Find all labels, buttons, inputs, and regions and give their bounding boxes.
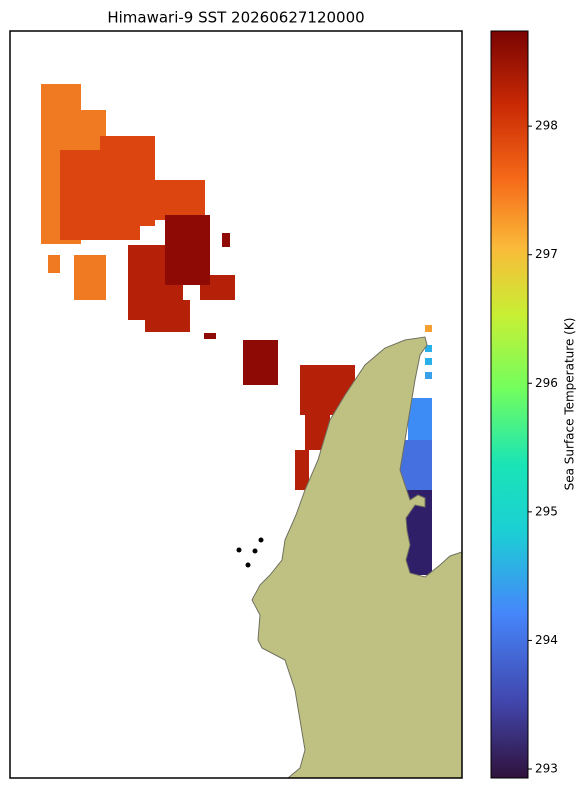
sst-mid-patch: [60, 136, 205, 240]
colorbar-label: Sea Surface Temperature (K): [563, 318, 577, 491]
colorbar: [490, 30, 529, 779]
colorbar-tick-label: 295: [535, 504, 558, 518]
colorbar-tick-label: 298: [535, 119, 558, 133]
sst-hottest-patch: [165, 215, 278, 385]
sst-field: [41, 84, 462, 778]
map-frame: [9, 30, 463, 779]
colorbar-tick-label: 294: [535, 633, 558, 647]
map-title: Himawari-9 SST 20260627120000: [107, 9, 364, 27]
colorbar-tick-label: 296: [535, 376, 558, 390]
station-dots: [236, 537, 264, 568]
colorbar-tick-label: 297: [535, 247, 558, 261]
colorbar-tick-label: 293: [535, 762, 558, 776]
colorbar-ticks: 293 294 295 296 297 298: [528, 119, 558, 776]
land: [251, 336, 462, 778]
